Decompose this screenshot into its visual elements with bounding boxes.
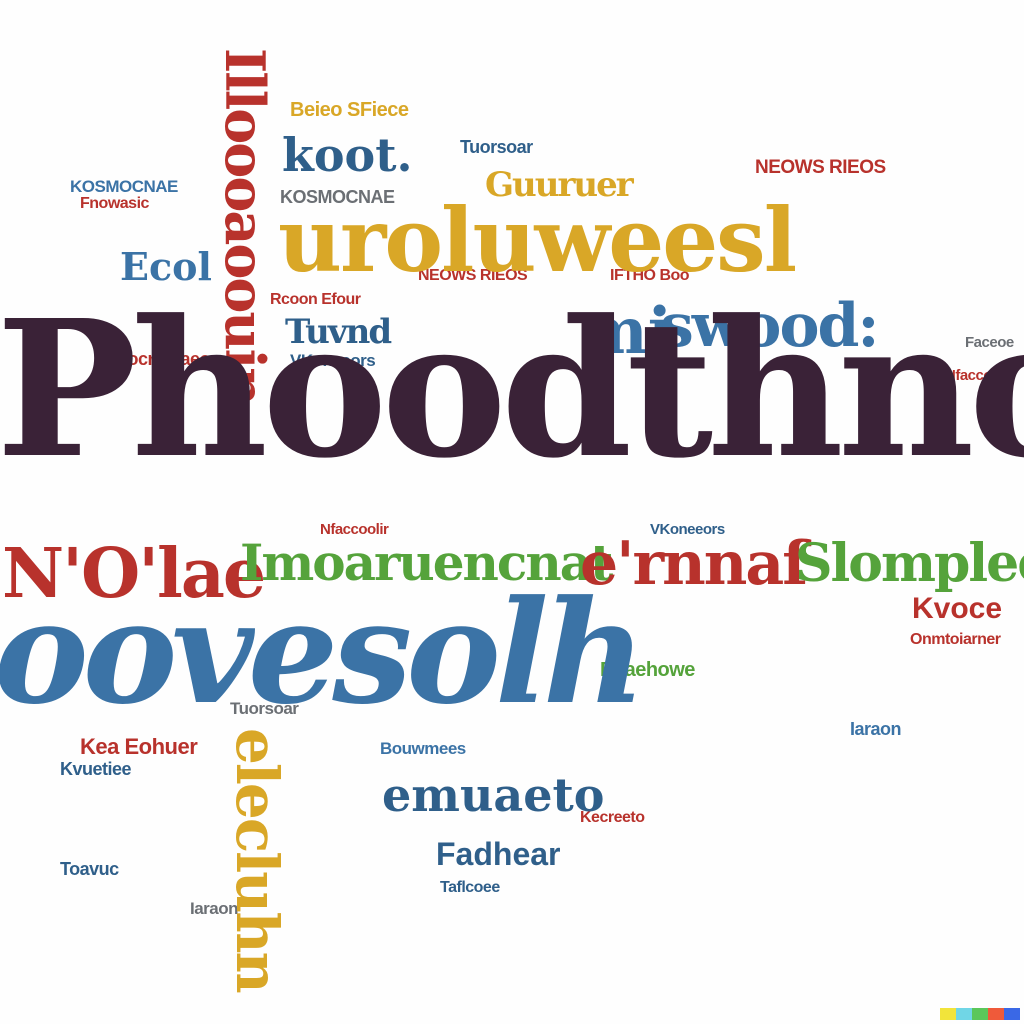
cloud-word-vertical-gold: elecluhn [223,728,291,992]
color-swatch [972,1008,988,1020]
noise-word: NEOWS RIEOS [755,157,886,178]
noise-word: Iaraon [850,719,902,739]
cloud-word-vertical-red: Illoooaoouin [213,48,277,405]
cloud-word-nolae: N'O'lae [2,534,266,614]
cloud-word-kvoce: Kvoce [912,592,1003,625]
cloud-word-imoaruencnat: Imoaruencnat [240,533,613,592]
cloud-word-guuruer: Guuruer [485,165,634,205]
noise-word: Beaehowe [600,659,695,681]
cloud-word-ernnaf: e'rnnaf [580,529,808,599]
color-swatch [988,1008,1004,1020]
cloud-word-main: Phoodthnovin [0,279,1024,500]
cloud-word-emuaeto: emuaeto [382,768,605,822]
noise-word: Onmtoiarner [910,631,1001,648]
color-swatch [956,1008,972,1020]
noise-word: Fnowasic [80,195,149,212]
noise-word: Tuorsoar [460,137,533,157]
noise-word: Rcoon Efour [270,291,361,308]
noise-word: Nfaccoolir [320,521,389,538]
noise-word: Iaraon [190,899,239,918]
noise-word: VKoneeors [650,521,725,538]
noise-word: Tuorsoar [230,699,299,718]
cloud-word-mi: mi [580,294,673,369]
cloud-word-fadhear: Fadhear [436,836,561,872]
noise-word: KOSMOCNAE [280,187,395,207]
color-swatch [940,1008,956,1020]
noise-word: Kvuetiee [60,759,132,779]
cloud-word-koot: koot. [282,128,413,182]
noise-word: VKoneeors [290,351,376,370]
noise-word: NEOWS RIEOS [418,267,528,284]
noise-word: Toavuc [60,859,119,879]
noise-word: Bouwmees [380,739,466,758]
noise-word: Taflcoee [440,879,500,896]
cloud-word-tuvnd: Tuvnd [285,312,392,352]
color-swatch [1004,1008,1020,1020]
noise-word: Beieo SFiece [290,99,409,121]
noise-word: Rocruhtaeor [115,349,217,369]
cloud-word-ecol: Ecol [120,244,212,289]
cloud-word-swood: swood: [660,291,880,361]
cloud-word-slomplee: Slomplee [795,533,1024,594]
color-strip-logo [940,1008,1020,1020]
noise-word: Nfaccoolir [945,367,1014,384]
noise-word: Kecreeto [580,809,645,826]
noise-word: KOSMOCNAE [70,177,178,196]
cloud-word-second: oovesolh [0,570,646,736]
noise-word: Kea Eohuer [80,734,198,759]
noise-word: IFTHO Boo [610,267,690,284]
noise-word: Faceoe [965,334,1014,351]
cloud-word-uroluweesl: uroluweesl [278,188,797,292]
